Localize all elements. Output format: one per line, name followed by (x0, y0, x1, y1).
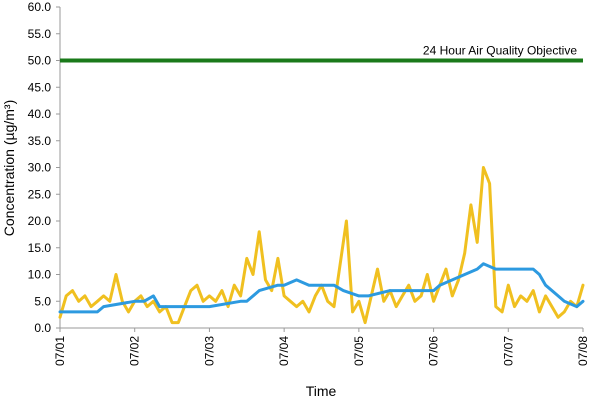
x-tick-label: 07/01 (53, 336, 67, 366)
y-tick-label: 60.0 (28, 0, 52, 14)
y-axis-ticks: 0.0 5.0 10.0 15.0 20.0 25.0 30.0 35.0 40.0 45.0 50… (28, 0, 60, 335)
air-quality-objective-label: 24 Hour Air Quality Objective (423, 44, 577, 58)
y-tick-label: 45.0 (28, 80, 52, 94)
y-tick-label: 40.0 (28, 107, 52, 121)
y-axis-title: Concentration (µg/m³) (1, 100, 17, 236)
y-tick-label: 0.0 (34, 321, 51, 335)
x-tick-label: 07/08 (576, 336, 590, 366)
x-axis-ticks: 07/01 07/02 07/03 07/04 07/05 07/06 07/07 07/08 (53, 328, 590, 366)
y-tick-label: 10.0 (28, 268, 52, 282)
y-tick-label: 25.0 (28, 187, 52, 201)
x-tick-label: 07/02 (128, 336, 142, 366)
y-tick-label: 35.0 (28, 134, 52, 148)
y-tick-label: 5.0 (34, 294, 51, 308)
series-group (58, 166, 585, 325)
series-line-blue (58, 262, 585, 314)
x-tick-label: 07/03 (202, 336, 216, 366)
y-tick-label: 30.0 (28, 161, 52, 175)
x-tick-label: 07/05 (352, 336, 366, 366)
x-tick-label: 07/04 (277, 336, 291, 366)
x-axis-title: Time (306, 383, 337, 399)
series-line-yellow (58, 166, 585, 325)
y-tick-label: 15.0 (28, 241, 52, 255)
x-tick-label: 07/06 (427, 336, 441, 366)
y-tick-label: 20.0 (28, 214, 52, 228)
x-tick-label: 07/07 (501, 336, 515, 366)
y-tick-label: 50.0 (28, 54, 52, 68)
y-tick-label: 55.0 (28, 27, 52, 41)
